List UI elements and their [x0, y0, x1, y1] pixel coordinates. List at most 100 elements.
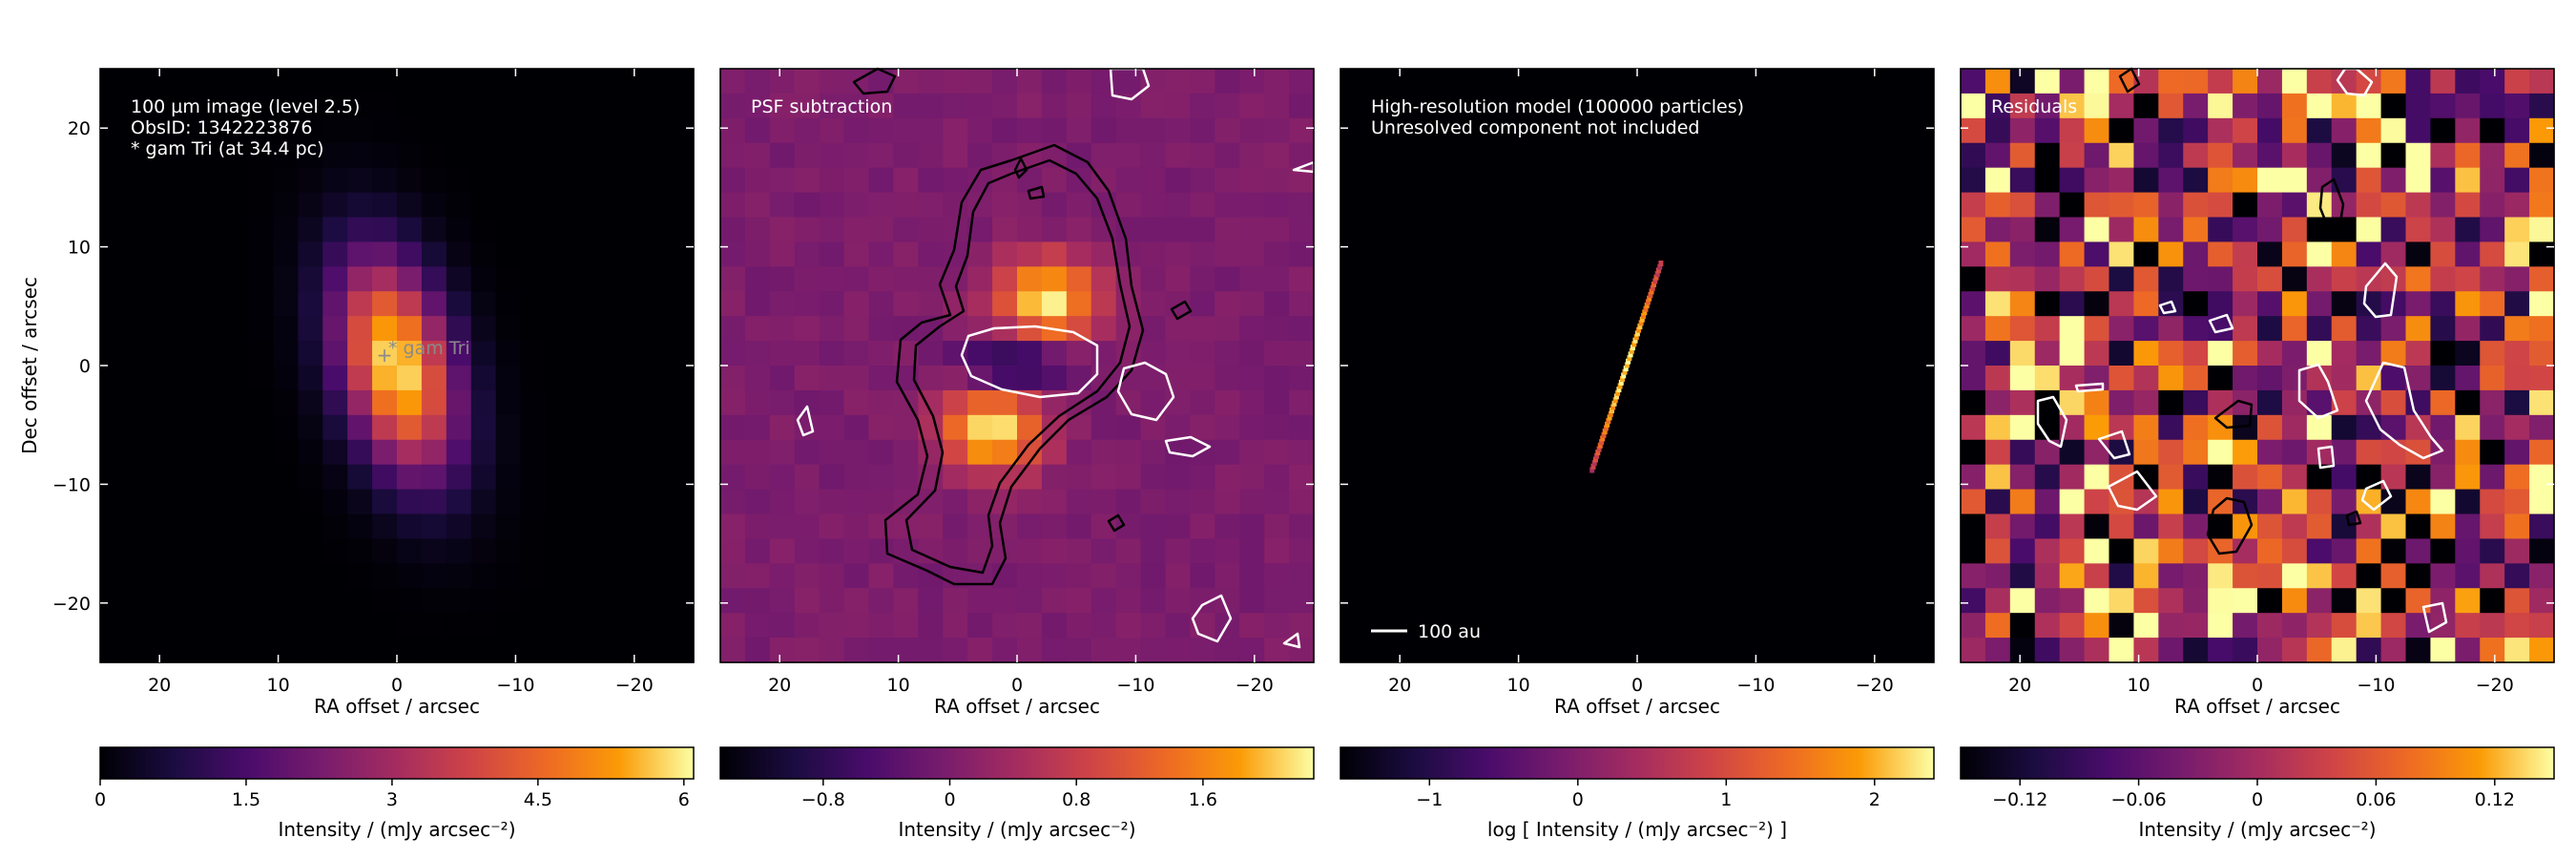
heatmap-cell	[794, 117, 821, 144]
heatmap-cell	[545, 538, 571, 564]
heatmap-cell	[644, 266, 670, 292]
heatmap-cell	[397, 389, 423, 416]
heatmap-cell	[644, 414, 670, 441]
heatmap-cell	[868, 389, 895, 416]
heatmap-cell	[470, 341, 497, 367]
heatmap-cell	[1140, 93, 1167, 119]
heatmap-cell	[2059, 93, 2086, 119]
heatmap-cell	[1041, 464, 1068, 491]
heatmap-cell	[992, 439, 1018, 466]
heatmap-cell	[843, 439, 870, 466]
heatmap-cell	[2504, 439, 2530, 466]
heatmap-cell	[1289, 69, 1315, 94]
x-tick-label: 20	[768, 675, 791, 696]
heatmap-cell	[669, 513, 695, 540]
heatmap-cell	[2405, 217, 2432, 243]
heatmap-cell	[1961, 241, 1986, 267]
heatmap-cell	[520, 291, 547, 317]
heatmap-cell	[2480, 142, 2505, 169]
heatmap-cell	[1264, 167, 1290, 194]
heatmap-cell	[223, 167, 250, 194]
heatmap-cell	[744, 489, 771, 515]
heatmap-cell	[495, 192, 522, 219]
heatmap-cell	[149, 192, 176, 219]
heatmap-cell	[372, 69, 398, 94]
heatmap-cell	[2034, 366, 2061, 391]
heatmap-cell	[545, 414, 571, 441]
heatmap-cell	[769, 117, 796, 144]
heatmap-cell	[273, 69, 299, 94]
heatmap-cell	[1961, 266, 1986, 292]
heatmap-cell	[149, 69, 176, 94]
heatmap-cell	[470, 588, 497, 614]
heatmap-cell	[992, 241, 1018, 267]
heatmap-cell	[2109, 613, 2135, 639]
heatmap-cell	[2233, 241, 2258, 267]
heatmap-cell	[2331, 93, 2358, 119]
heatmap-cell	[2183, 93, 2209, 119]
heatmap-cell	[2356, 439, 2382, 466]
heatmap-cell	[2480, 316, 2505, 342]
heatmap-cell	[124, 142, 151, 169]
heatmap-cell	[347, 588, 373, 614]
heatmap-cell	[819, 464, 845, 491]
heatmap-cell	[644, 588, 670, 614]
heatmap-cell	[2183, 366, 2209, 391]
heatmap-cell	[967, 366, 993, 391]
disc-cell	[1647, 295, 1652, 302]
heatmap-cell	[470, 192, 497, 219]
heatmap-cell	[2356, 266, 2382, 292]
x-tick-label: −10	[1736, 675, 1775, 696]
heatmap-cell	[744, 167, 771, 194]
heatmap-cell	[1215, 291, 1240, 317]
heatmap-cell	[570, 538, 595, 564]
heatmap-cell	[720, 316, 746, 342]
heatmap-cell	[868, 217, 895, 243]
heatmap-cell	[2158, 538, 2184, 564]
heatmap-cell	[347, 389, 373, 416]
colorbar-tick-label: −0.8	[801, 789, 845, 810]
heatmap-cell	[843, 414, 870, 441]
heatmap-cell	[644, 192, 670, 219]
heatmap-cell	[421, 117, 447, 144]
heatmap-cell	[2455, 439, 2481, 466]
heatmap-cell	[2009, 93, 2036, 119]
heatmap-cell	[2158, 167, 2184, 194]
heatmap-cell	[769, 464, 796, 491]
heatmap-cell	[2257, 241, 2283, 267]
heatmap-cell	[769, 613, 796, 639]
heatmap-cell	[819, 638, 845, 663]
heatmap-cell	[868, 638, 895, 663]
heatmap-cell	[520, 563, 547, 589]
heatmap-cell	[1041, 69, 1068, 94]
heatmap-cell	[273, 341, 299, 367]
heatmap-cell	[372, 93, 398, 119]
heatmap-cell	[248, 489, 275, 515]
heatmap-cell	[819, 414, 845, 441]
heatmap-cell	[1140, 613, 1167, 639]
heatmap-cell	[992, 341, 1018, 367]
heatmap-cell	[2405, 439, 2432, 466]
heatmap-cell	[100, 588, 126, 614]
heatmap-cell	[1215, 414, 1240, 441]
heatmap-cell	[149, 613, 176, 639]
heatmap-cell	[893, 142, 919, 169]
heatmap-cell	[1215, 192, 1240, 219]
heatmap-cell	[2331, 117, 2358, 144]
heatmap-cell	[2059, 291, 2086, 317]
heatmap-cell	[570, 117, 595, 144]
heatmap-cell	[1091, 266, 1117, 292]
heatmap-cell	[644, 241, 670, 267]
contour-black	[2213, 399, 2254, 430]
x-tick-label: 0	[1631, 675, 1643, 696]
contour-white	[2208, 313, 2234, 334]
heatmap-cell	[744, 588, 771, 614]
heatmap-cell	[2480, 538, 2505, 564]
heatmap-cell	[669, 266, 695, 292]
heatmap-cell	[943, 414, 968, 441]
heatmap-cell	[100, 69, 126, 94]
heatmap-cell	[1091, 366, 1117, 391]
heatmap-cell	[2504, 464, 2530, 491]
heatmap-cell	[2430, 366, 2456, 391]
y-tick-label: −10	[52, 474, 91, 495]
